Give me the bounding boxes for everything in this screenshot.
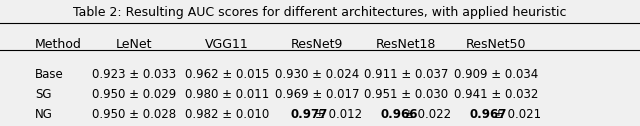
Text: 0.977: 0.977 <box>291 108 328 121</box>
Text: LeNet: LeNet <box>116 38 153 51</box>
Text: 0.967: 0.967 <box>470 108 507 121</box>
Text: 0.909 ± 0.034: 0.909 ± 0.034 <box>454 68 538 81</box>
Text: VGG11: VGG11 <box>205 38 249 51</box>
Text: 0.950 ± 0.028: 0.950 ± 0.028 <box>92 108 177 121</box>
Text: 0.941 ± 0.032: 0.941 ± 0.032 <box>454 88 538 101</box>
Text: NG: NG <box>35 108 53 121</box>
Text: 0.950 ± 0.029: 0.950 ± 0.029 <box>92 88 177 101</box>
Text: ResNet9: ResNet9 <box>291 38 343 51</box>
Text: Base: Base <box>35 68 64 81</box>
Text: 0.951 ± 0.030: 0.951 ± 0.030 <box>364 88 449 101</box>
Text: 0.962 ± 0.015: 0.962 ± 0.015 <box>185 68 269 81</box>
Text: 0.923 ± 0.033: 0.923 ± 0.033 <box>92 68 177 81</box>
Text: ResNet50: ResNet50 <box>466 38 526 51</box>
Text: 0.969 ± 0.017: 0.969 ± 0.017 <box>275 88 359 101</box>
Text: 0.966: 0.966 <box>380 108 418 121</box>
Text: ± 0.022: ± 0.022 <box>404 108 451 121</box>
Text: Table 2: Resulting AUC scores for different architectures, with applied heuristi: Table 2: Resulting AUC scores for differ… <box>73 6 567 19</box>
Text: 0.930 ± 0.024: 0.930 ± 0.024 <box>275 68 359 81</box>
Text: ± 0.021: ± 0.021 <box>494 108 541 121</box>
Text: Method: Method <box>35 38 82 51</box>
Text: 0.982 ± 0.010: 0.982 ± 0.010 <box>185 108 269 121</box>
Text: 0.980 ± 0.011: 0.980 ± 0.011 <box>185 88 269 101</box>
Text: SG: SG <box>35 88 52 101</box>
Text: ± 0.012: ± 0.012 <box>315 108 362 121</box>
Text: 0.911 ± 0.037: 0.911 ± 0.037 <box>364 68 449 81</box>
Text: ResNet18: ResNet18 <box>376 38 436 51</box>
